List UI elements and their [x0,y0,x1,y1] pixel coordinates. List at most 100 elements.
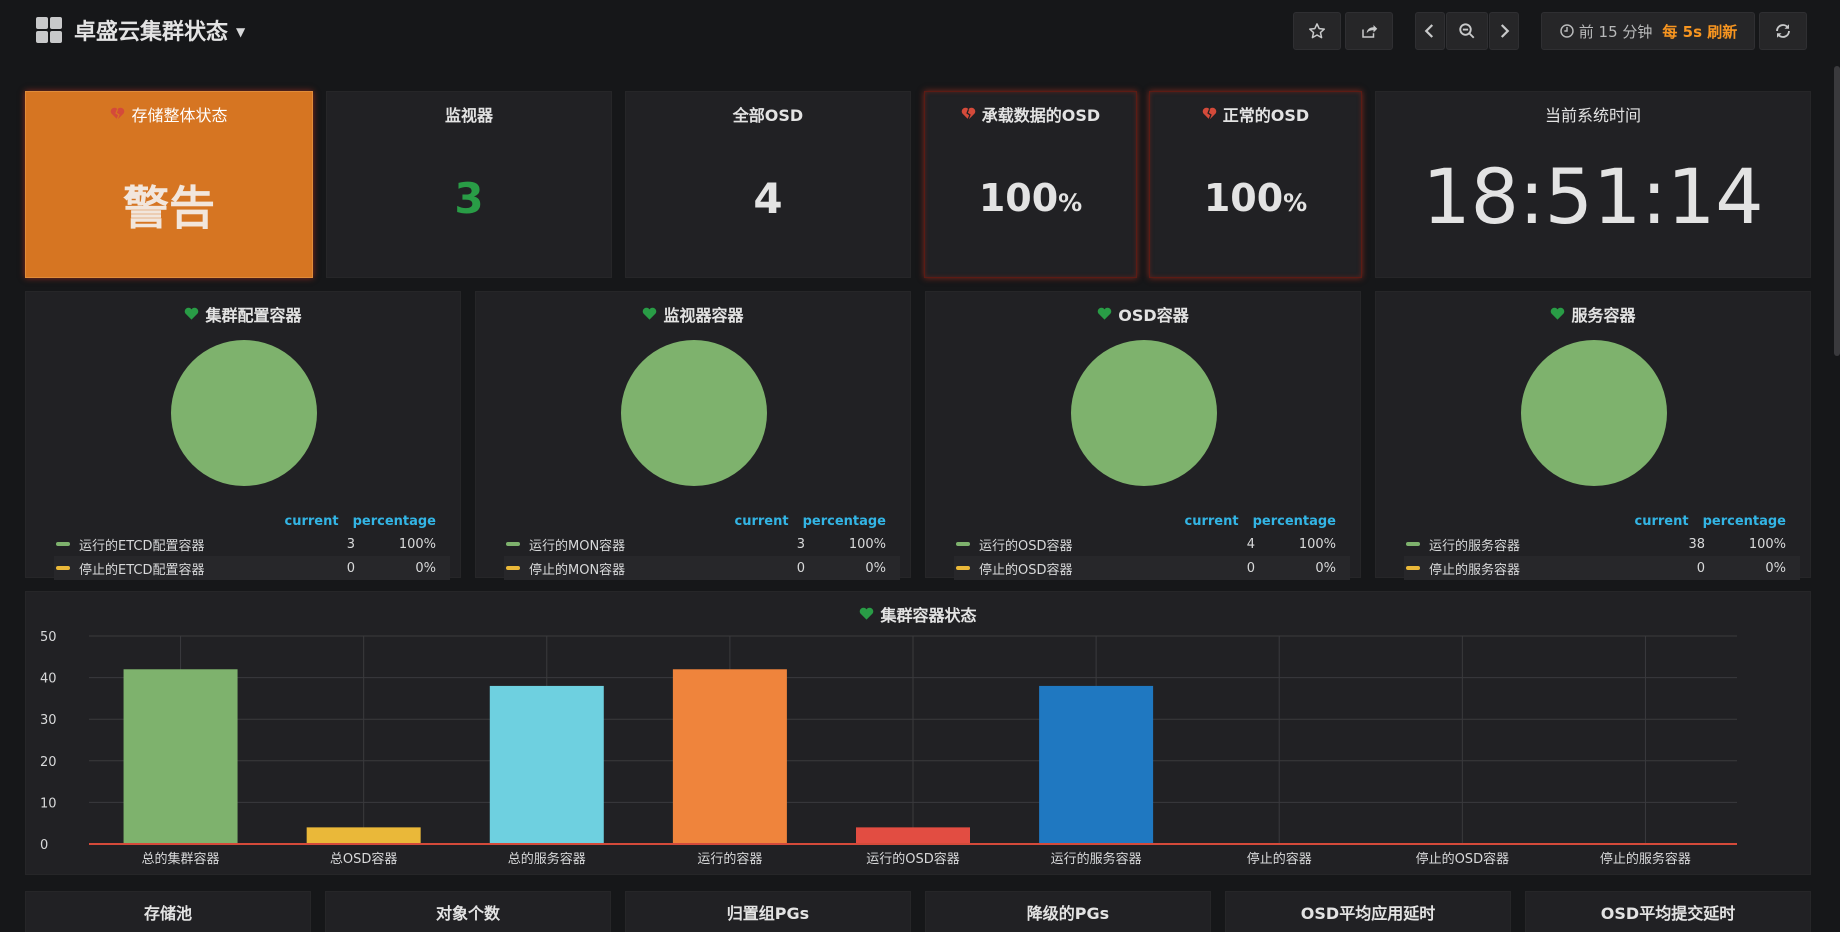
panel-title: OSD平均应用延时 [1300,904,1436,923]
pie-chart [171,340,317,486]
panel-title: 正常的OSD [1222,106,1310,125]
legend-current-value: 3 [796,536,805,552]
bar[interactable] [672,669,787,844]
legend-series-name: 停止的MON容器 [529,562,626,578]
legend-current-value: 0 [1246,560,1255,576]
system-time-value: 18:51:14 [1422,152,1764,241]
refresh-button[interactable] [1759,12,1807,50]
legend-series-name: 停止的ETCD配置容器 [79,562,205,578]
zoom-out-icon [1459,23,1475,39]
legend-col-percentage[interactable]: percentage [352,513,436,529]
dashboard-grid-icon [36,17,62,43]
legend-col-percentage[interactable]: percentage [1252,513,1336,529]
x-tick-label: 总的服务容器 [508,851,586,867]
heart-icon [185,307,199,320]
bar[interactable] [856,827,970,844]
dashboard-picker[interactable]: 卓盛云集群状态 ▼ [36,14,245,46]
bottom-stat-panel: OSD平均应用延时 [1225,891,1511,932]
legend-row[interactable]: 停止的ETCD配置容器 0 0% [54,556,450,580]
legend-current-value: 0 [796,560,805,576]
pie-panel: 集群配置容器 current percentage 运行的ETCD配置容器 3 … [25,291,461,580]
legend-col-current[interactable]: current [1184,513,1239,529]
panel-title: 监视器容器 [663,306,744,325]
panel-title: 监视器 [444,106,493,125]
x-tick-label: 停止的容器 [1247,851,1312,867]
panel-title: 服务容器 [1571,306,1636,325]
legend-percentage-value: 0% [415,560,436,576]
legend-col-percentage[interactable]: percentage [1702,513,1786,529]
legend-swatch [56,542,70,546]
panel-title: 集群容器状态 [880,606,977,625]
legend-col-percentage[interactable]: percentage [802,513,886,529]
storage-status-panel: 存储整体状态 警告 [25,91,313,278]
legend-row[interactable]: 运行的ETCD配置容器 3 100% [54,532,450,556]
time-forward-button[interactable] [1489,12,1519,50]
pie-legend: current percentage 运行的OSD容器 4 100% 停止的OS… [954,510,1350,580]
caret-down-icon: ▼ [236,25,246,39]
legend-row[interactable]: 停止的服务容器 0 0% [1404,556,1800,580]
pie-chart [1521,340,1667,486]
legend-series-name: 停止的服务容器 [1429,562,1521,578]
legend-percentage-value: 100% [398,536,436,552]
refresh-interval-label: 每 5s 刷新 [1662,22,1738,41]
bar[interactable] [123,669,238,844]
pie-chart [1071,340,1217,486]
x-tick-label: 停止的服务容器 [1600,851,1691,867]
x-tick-label: 运行的OSD容器 [866,851,960,867]
legend-series-name: 运行的OSD容器 [979,538,1073,554]
page-scrollbar[interactable] [1834,66,1840,356]
pie-legend: current percentage 运行的ETCD配置容器 3 100% 停止… [54,510,450,580]
pie-slice[interactable] [621,340,767,486]
time-back-button[interactable] [1415,12,1445,50]
bottom-stat-panel: 降级的PGs [925,891,1211,932]
pie-slice[interactable] [1071,340,1217,486]
y-tick-label: 40 [40,672,57,687]
legend-header: current percentage [54,510,450,532]
heart-icon [1098,307,1112,320]
clock-icon [1560,24,1574,38]
pie-slice[interactable] [1521,340,1667,486]
star-button[interactable] [1293,12,1341,50]
bar[interactable] [489,685,604,844]
pie-panel: 服务容器 current percentage 运行的服务容器 38 100% … [1375,291,1811,580]
share-button[interactable] [1345,12,1393,50]
bottom-stat-panel: 对象个数 [325,891,611,932]
monitors-value: 3 [454,174,484,223]
bottom-stat-panel: OSD平均提交延时 [1525,891,1811,932]
time-range-picker[interactable]: 前 15 分钟 每 5s 刷新 [1541,12,1755,50]
legend-col-current[interactable]: current [284,513,339,529]
legend-row[interactable]: 停止的MON容器 0 0% [504,556,900,580]
panel-title: 当前系统时间 [1544,106,1641,125]
broken-heart-icon [111,107,125,120]
pie-panel: 监视器容器 current percentage 运行的MON容器 3 100%… [475,291,911,580]
heart-icon [1551,307,1565,320]
legend-row[interactable]: 运行的服务容器 38 100% [1404,532,1800,556]
legend-col-current[interactable]: current [1634,513,1689,529]
pie-panel: OSD容器 current percentage 运行的OSD容器 4 100%… [925,291,1361,580]
system-time-panel: 当前系统时间 18:51:14 [1375,91,1811,278]
share-icon [1362,25,1378,38]
legend-swatch [956,566,970,570]
pie-legend: current percentage 运行的MON容器 3 100% 停止的MO… [504,510,900,580]
panel-title: 对象个数 [435,904,500,923]
bar[interactable] [306,827,421,844]
legend-row[interactable]: 运行的OSD容器 4 100% [954,532,1350,556]
y-tick-label: 30 [40,713,57,728]
all-osd-panel: 全部OSD 4 [625,91,911,278]
legend-percentage-value: 0% [1765,560,1786,576]
legend-row[interactable]: 停止的OSD容器 0 0% [954,556,1350,580]
legend-swatch [56,566,70,570]
top-navbar: 卓盛云集群状态 ▼ 前 15 分钟 每 5s 刷新 [0,0,1840,60]
panel-title: 归置组PGs [726,904,810,923]
legend-series-name: 运行的服务容器 [1429,538,1521,554]
heart-icon [643,307,657,320]
legend-col-current[interactable]: current [734,513,789,529]
monitors-panel: 监视器 3 [326,91,612,278]
pie-slice[interactable] [171,340,317,486]
legend-row[interactable]: 运行的MON容器 3 100% [504,532,900,556]
zoom-out-button[interactable] [1446,12,1488,50]
dashboard-title: 卓盛云集群状态 [74,20,229,45]
panel-title: 存储整体状态 [131,106,228,125]
bar[interactable] [1039,685,1154,844]
legend-swatch [1406,566,1420,570]
